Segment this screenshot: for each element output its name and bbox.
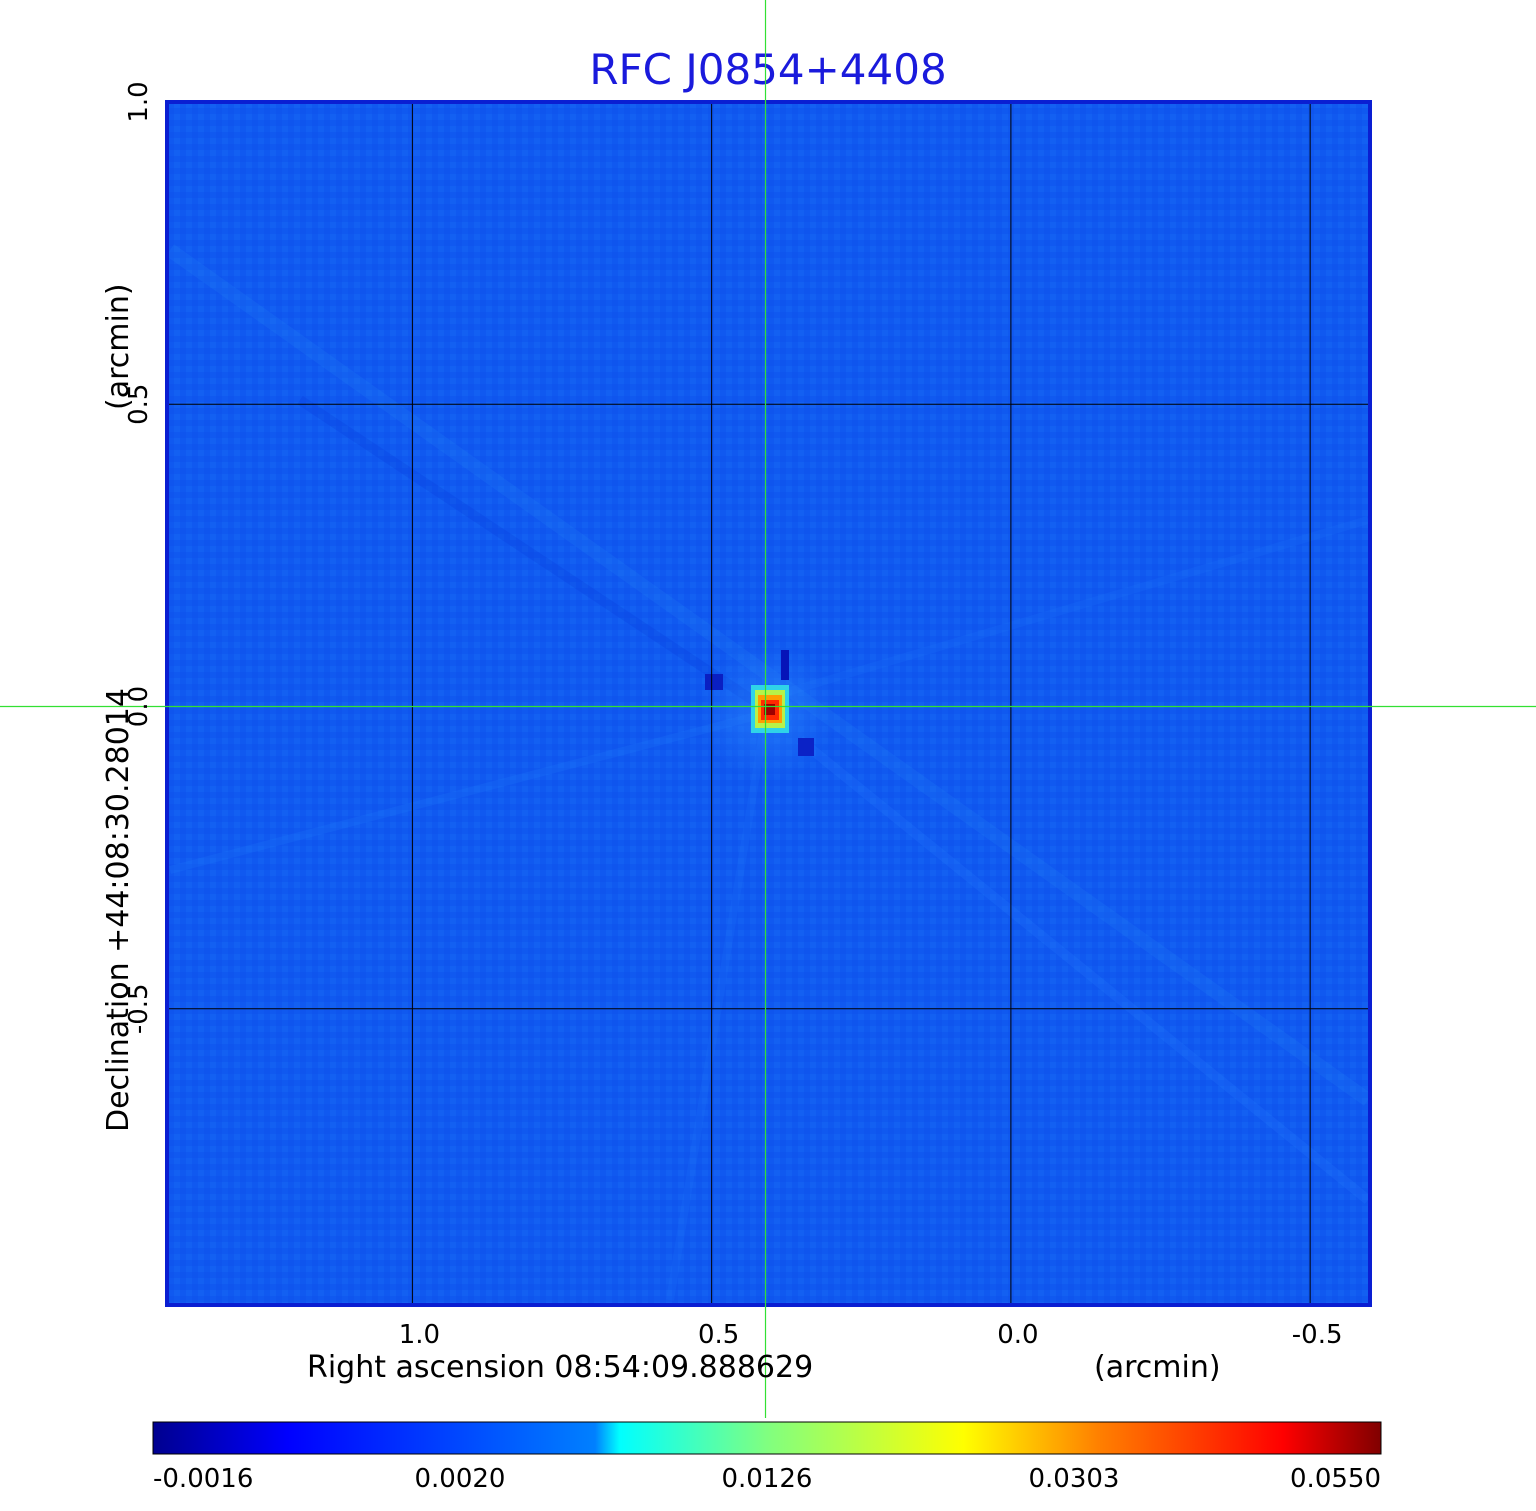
y-tick-label-0: 1.0 — [124, 81, 154, 122]
colorbar-tick-labels: -0.0016 0.0020 0.0126 0.0303 0.0550 — [153, 1464, 1381, 1494]
y-tick-label-1: 0.5 — [124, 384, 154, 425]
colorbar-tick-label-1: 0.0020 — [415, 1464, 506, 1494]
y-axis-unit: (arcmin) — [101, 283, 136, 410]
y-tick-labels: 1.0 0.5 0.0 -0.5 — [124, 81, 154, 1034]
x-tick-label-2: 0.0 — [997, 1320, 1038, 1350]
x-axis-label: Right ascension 08:54:09.888629 — [307, 1350, 813, 1385]
x-axis-unit: (arcmin) — [1094, 1350, 1221, 1385]
colorbar-tick-label-3: 0.0303 — [1029, 1464, 1120, 1494]
x-tick-label-0: 1.0 — [399, 1320, 440, 1350]
colorbar — [152, 1421, 1382, 1455]
y-axis-label: Declination +44:08:30.28014 — [101, 688, 136, 1132]
x-tick-label-1: 0.5 — [698, 1320, 739, 1350]
y-tick-label-2: 0.0 — [124, 686, 154, 727]
colorbar-tick-label-4: 0.0550 — [1290, 1464, 1381, 1494]
x-tick-labels: 1.0 0.5 0.0 -0.5 — [399, 1320, 1343, 1350]
source-peak — [705, 650, 814, 756]
plot-area — [165, 100, 1373, 1307]
x-tick-label-3: -0.5 — [1292, 1320, 1343, 1350]
colorbar-tick-label-0: -0.0016 — [153, 1464, 253, 1494]
plot-frame — [165, 100, 1372, 1307]
colorbar-tick-label-2: 0.0126 — [722, 1464, 813, 1494]
y-tick-label-3: -0.5 — [124, 983, 154, 1034]
chart-title: RFC J0854+4408 — [589, 45, 946, 94]
